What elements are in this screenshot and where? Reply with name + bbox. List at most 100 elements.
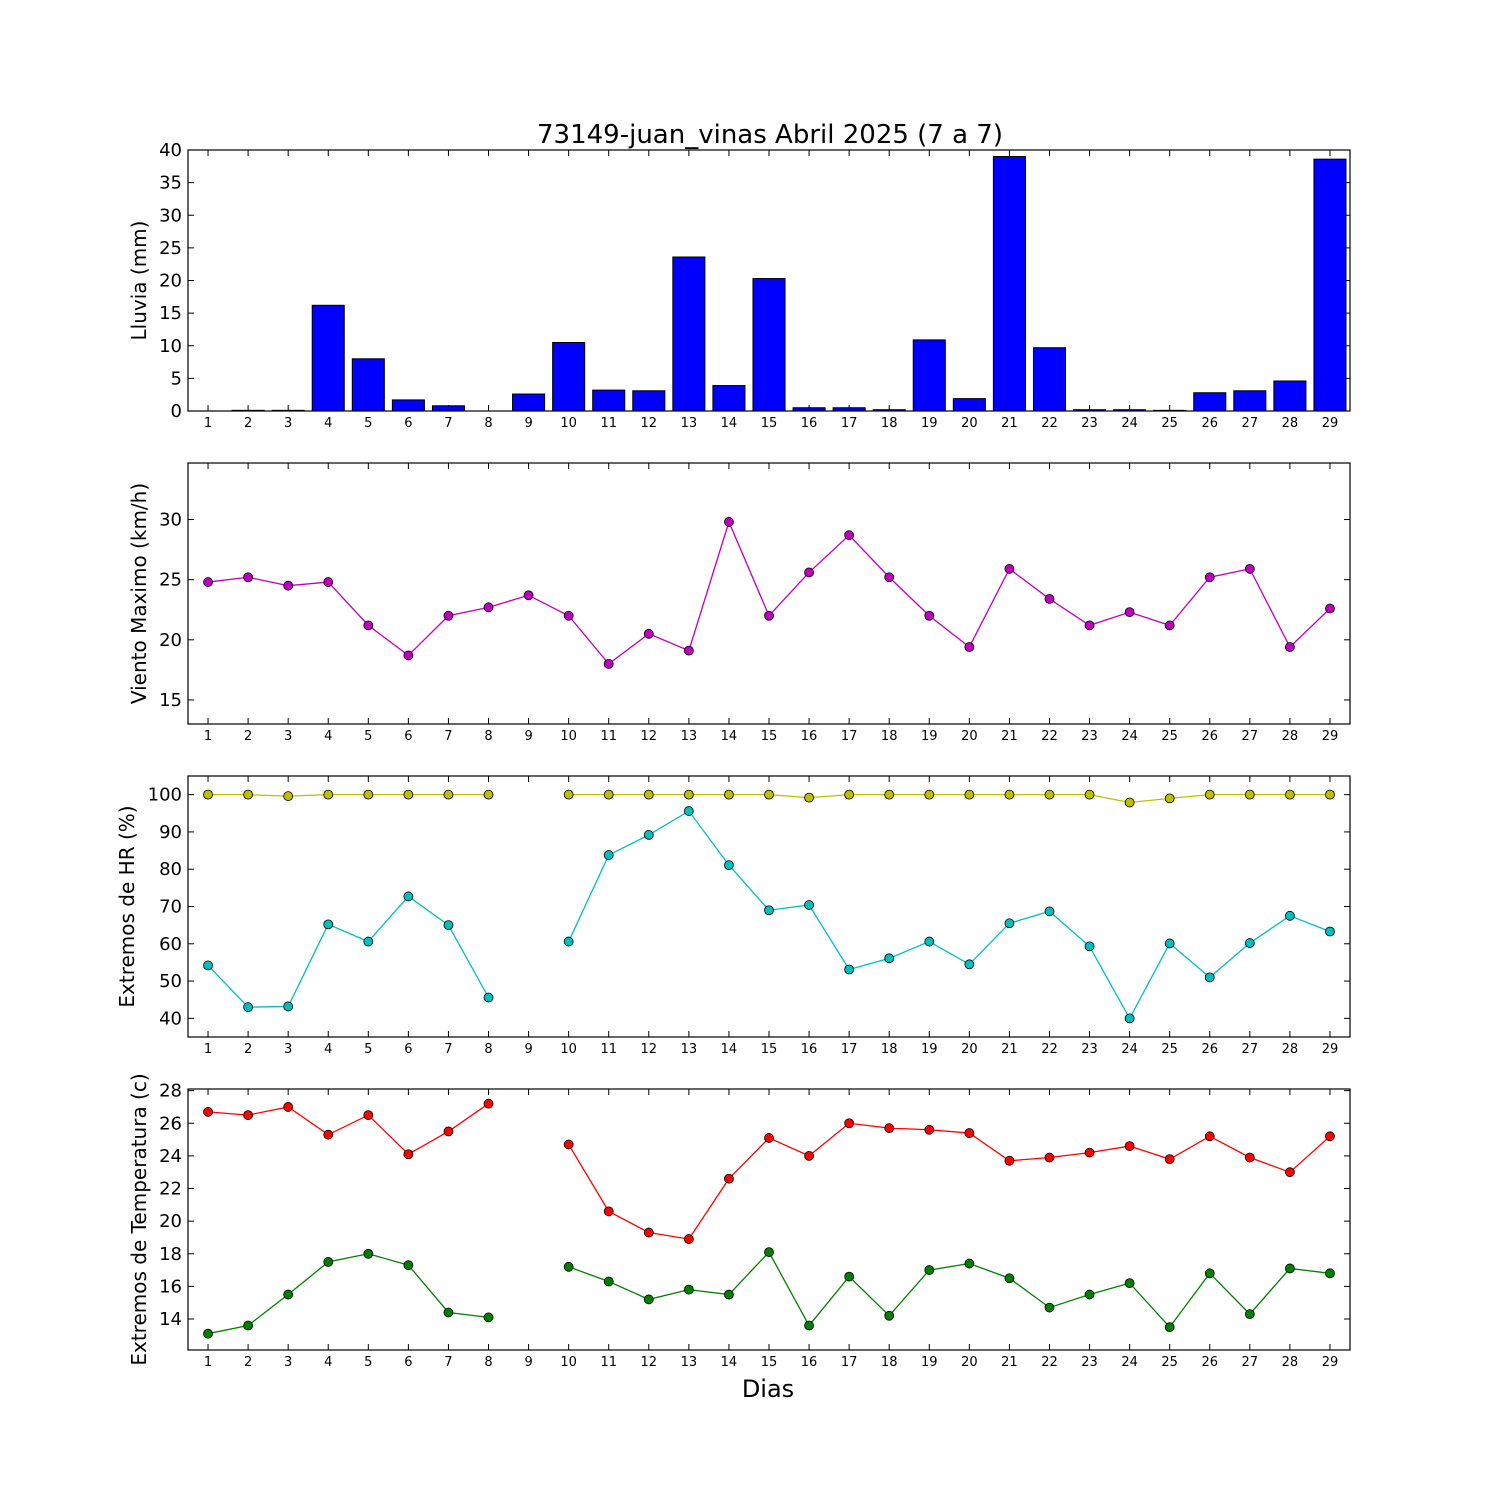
- data-point: [563, 1139, 574, 1150]
- data-point: [1004, 1273, 1015, 1284]
- x-tick-label: 28: [1282, 729, 1299, 744]
- x-tick-label: 22: [1041, 1042, 1058, 1057]
- x-tick-label: 8: [484, 1355, 492, 1370]
- x-tick-label: 4: [324, 1042, 332, 1057]
- x-tick-label: 4: [324, 416, 332, 431]
- data-point: [243, 789, 254, 800]
- data-point: [1325, 1268, 1335, 1279]
- data-point: [764, 789, 774, 800]
- x-tick-label: 27: [1242, 1355, 1259, 1370]
- data-point: [283, 1289, 294, 1300]
- data-point: [804, 567, 814, 578]
- x-tick-label: 9: [524, 416, 532, 431]
- data-point: [804, 900, 814, 910]
- data-point: [964, 959, 975, 970]
- data-point: [643, 789, 654, 800]
- y-tick-label: 18: [159, 1244, 182, 1265]
- data-point: [1164, 620, 1175, 631]
- data-point: [1084, 789, 1095, 800]
- data-point: [1325, 789, 1335, 800]
- x-tick-label: 11: [600, 1355, 617, 1370]
- data-point: [764, 1247, 774, 1258]
- y-tick-label: 40: [159, 1008, 182, 1029]
- x-tick-label: 17: [841, 729, 858, 744]
- data-point: [724, 860, 734, 871]
- x-tick-label: 9: [524, 1042, 532, 1057]
- y-tick-label: 15: [159, 690, 182, 711]
- chart-title: 73149-juan_vinas Abril 2025 (7 a 7): [537, 120, 1003, 150]
- x-tick-label: 21: [1001, 1355, 1018, 1370]
- x-tick-label: 17: [841, 416, 858, 431]
- data-point: [643, 830, 654, 840]
- data-point: [1124, 1278, 1135, 1289]
- x-tick-label: 12: [641, 416, 658, 431]
- x-tick-label: 18: [881, 1355, 898, 1370]
- data-point: [1044, 1302, 1055, 1313]
- data-point: [563, 1261, 574, 1272]
- x-tick-label: 20: [961, 416, 978, 431]
- data-point: [323, 789, 334, 800]
- series-line-2: [207, 1251, 1331, 1335]
- x-tick-label: 24: [1121, 729, 1138, 744]
- rain-bar: [431, 405, 465, 412]
- x-tick-label: 25: [1161, 416, 1178, 431]
- x-tick-label: 6: [404, 729, 412, 744]
- rain-bar: [1153, 409, 1187, 412]
- data-point: [1325, 603, 1335, 614]
- data-point: [1044, 1152, 1055, 1163]
- rain-bar: [1113, 409, 1147, 412]
- x-tick-label: 27: [1242, 1042, 1259, 1057]
- data-point: [1244, 789, 1255, 800]
- x-tick-label: 5: [364, 1042, 372, 1057]
- x-tick-label: 7: [444, 1355, 452, 1370]
- y-tick-label: 10: [159, 336, 182, 357]
- data-point: [643, 1294, 654, 1305]
- x-tick-label: 13: [681, 1042, 698, 1057]
- data-point: [924, 1265, 935, 1275]
- data-point: [1244, 1309, 1255, 1320]
- data-point: [643, 628, 654, 639]
- data-point: [1284, 1167, 1295, 1178]
- data-point: [1325, 926, 1335, 937]
- y-tick-label: 60: [159, 934, 182, 955]
- x-tick-label: 5: [364, 729, 372, 744]
- data-point: [603, 789, 614, 800]
- data-point: [844, 1271, 855, 1282]
- x-tick-label: 15: [761, 729, 778, 744]
- x-tick-label: 22: [1041, 1355, 1058, 1370]
- data-point: [243, 1320, 254, 1331]
- data-point: [203, 577, 213, 587]
- x-tick-label: 15: [761, 416, 778, 431]
- data-point: [603, 658, 614, 669]
- data-point: [1284, 789, 1295, 800]
- rain-bar: [1193, 392, 1227, 412]
- x-tick-label: 3: [284, 729, 292, 744]
- x-tick-label: 2: [244, 416, 252, 431]
- data-point: [243, 572, 254, 583]
- rain-bar: [391, 399, 425, 412]
- y-tick-label: 70: [159, 897, 182, 918]
- data-point: [283, 1001, 294, 1012]
- y-tick-label: 40: [159, 140, 182, 161]
- data-point: [203, 960, 213, 971]
- data-point: [1004, 1155, 1015, 1166]
- x-tick-label: 18: [881, 729, 898, 744]
- data-point: [1004, 789, 1015, 800]
- data-point: [964, 1258, 975, 1269]
- x-tick-label: 19: [921, 729, 938, 744]
- data-point: [483, 789, 494, 800]
- data-point: [764, 610, 774, 621]
- data-point: [724, 789, 734, 800]
- y-tick-label: 15: [159, 303, 182, 324]
- x-tick-label: 10: [560, 729, 577, 744]
- x-tick-label: 29: [1322, 416, 1339, 431]
- x-tick-label: 15: [761, 1355, 778, 1370]
- x-tick-label: 5: [364, 416, 372, 431]
- rain-bar: [792, 407, 826, 412]
- data-point: [1084, 620, 1095, 631]
- data-point: [683, 1284, 694, 1295]
- data-point: [1044, 906, 1055, 917]
- x-tick-label: 6: [404, 1042, 412, 1057]
- data-point: [764, 1133, 774, 1143]
